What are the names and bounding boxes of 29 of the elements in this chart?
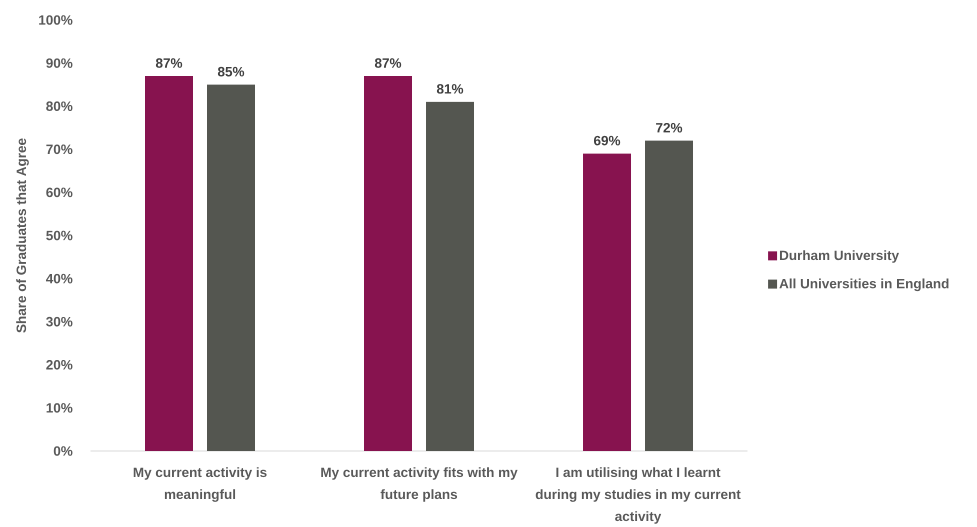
y-tick-label: 20% [46, 360, 72, 370]
y-tick-label: 30% [46, 316, 72, 326]
data-label: 72% [656, 122, 682, 132]
bar [645, 140, 694, 451]
x-tick-label: I am utilising what I learnt during my studies in my current activity [536, 467, 741, 524]
bar [364, 76, 412, 451]
bar [583, 154, 632, 451]
y-tick-label: 40% [46, 274, 72, 284]
bar [207, 84, 256, 451]
legend-label: Durham University [780, 250, 900, 263]
y-tick-label: 80% [46, 101, 72, 111]
data-label: 85% [218, 66, 244, 76]
y-tick-label: 0% [54, 446, 72, 456]
data-label: 87% [374, 58, 402, 68]
bar [145, 76, 193, 451]
data-label: 81% [436, 84, 464, 94]
x-tick-label: My current activity is meaningful [134, 467, 267, 502]
y-tick-label: 10% [46, 403, 72, 413]
y-tick-label: 70% [46, 144, 72, 154]
bar [426, 102, 474, 451]
data-label: 87% [156, 58, 182, 68]
y-tick-label: 50% [46, 230, 72, 240]
y-axis-title: Share of Graduates that Agree [16, 138, 29, 333]
data-label: 69% [594, 136, 620, 146]
legend-label: All Universities in England [779, 278, 948, 292]
y-tick-label: 90% [46, 58, 72, 68]
y-tick-label: 60% [46, 188, 72, 198]
x-tick-label: My current activity fits with my future plans [321, 467, 518, 502]
y-tick-label: 100% [39, 15, 72, 25]
